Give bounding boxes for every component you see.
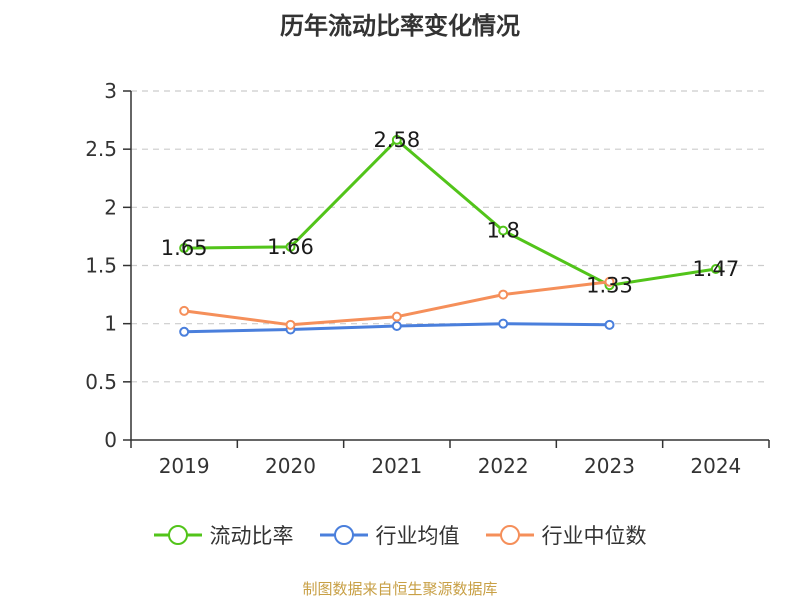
data-label: 1.8 xyxy=(486,219,519,243)
axis-layer: 0 0.5 1 1.5 2 2.5 3 2019 2020 2021 2022 2023 2024 xyxy=(85,79,770,478)
series-point-0 xyxy=(498,225,509,236)
x-tick-label: 2019 xyxy=(159,454,210,478)
series-point-0 xyxy=(285,241,296,252)
data-label: 1.47 xyxy=(692,257,739,281)
legend-label: 流动比率 xyxy=(209,524,294,548)
legend-line-marker-icon xyxy=(319,525,368,545)
series-point-0 xyxy=(391,134,402,145)
legend-line-marker-icon xyxy=(153,525,202,545)
y-tick-label: 3 xyxy=(104,79,117,103)
series-point-1 xyxy=(391,320,402,331)
series-point-0 xyxy=(710,263,721,274)
legend-label: 行业均值 xyxy=(375,524,460,548)
x-tick-label: 2021 xyxy=(371,454,422,478)
y-tick-label: 1.5 xyxy=(85,254,117,278)
series-point-2 xyxy=(179,305,190,316)
legend-label: 行业中位数 xyxy=(541,524,647,548)
legend-line-marker-icon xyxy=(485,525,534,545)
series-point-2 xyxy=(285,319,296,330)
y-tick-label: 2.5 xyxy=(85,137,117,161)
series-point-2 xyxy=(391,311,402,322)
y-tick-label: 1 xyxy=(104,312,117,336)
legend-item-industry-median[interactable]: 行业中位数 xyxy=(485,520,647,550)
x-tick-label: 2023 xyxy=(584,454,635,478)
legend: 流动比率 行业均值 行业中位数 xyxy=(0,520,800,550)
data-label-layer: 1.65 1.66 2.58 1.8 1.33 1.47 xyxy=(161,128,739,297)
grid-layer xyxy=(131,90,769,383)
x-tick-label: 2024 xyxy=(690,454,741,478)
data-label: 1.66 xyxy=(267,235,314,259)
series-layer xyxy=(179,134,721,337)
data-label: 1.33 xyxy=(586,273,633,297)
chart-title: 历年流动比率变化情况 xyxy=(280,12,520,40)
y-tick-label: 0.5 xyxy=(85,370,117,394)
legend-item-current-ratio[interactable]: 流动比率 xyxy=(153,520,294,550)
series-point-2 xyxy=(498,289,509,300)
series-point-0 xyxy=(179,243,190,254)
data-label: 2.58 xyxy=(373,128,420,152)
y-tick-label: 0 xyxy=(104,428,117,452)
series-point-1 xyxy=(179,326,190,337)
source-note: 制图数据来自恒生聚源数据库 xyxy=(302,580,498,598)
x-tick-label: 2022 xyxy=(478,454,529,478)
legend-item-industry-mean[interactable]: 行业均值 xyxy=(319,520,460,550)
data-label: 1.65 xyxy=(161,236,208,260)
series-line-0 xyxy=(184,138,717,287)
x-tick-label: 2020 xyxy=(265,454,316,478)
y-tick-label: 2 xyxy=(104,195,117,219)
series-point-1 xyxy=(604,319,615,330)
series-point-2 xyxy=(604,276,615,287)
series-point-1 xyxy=(498,318,509,329)
